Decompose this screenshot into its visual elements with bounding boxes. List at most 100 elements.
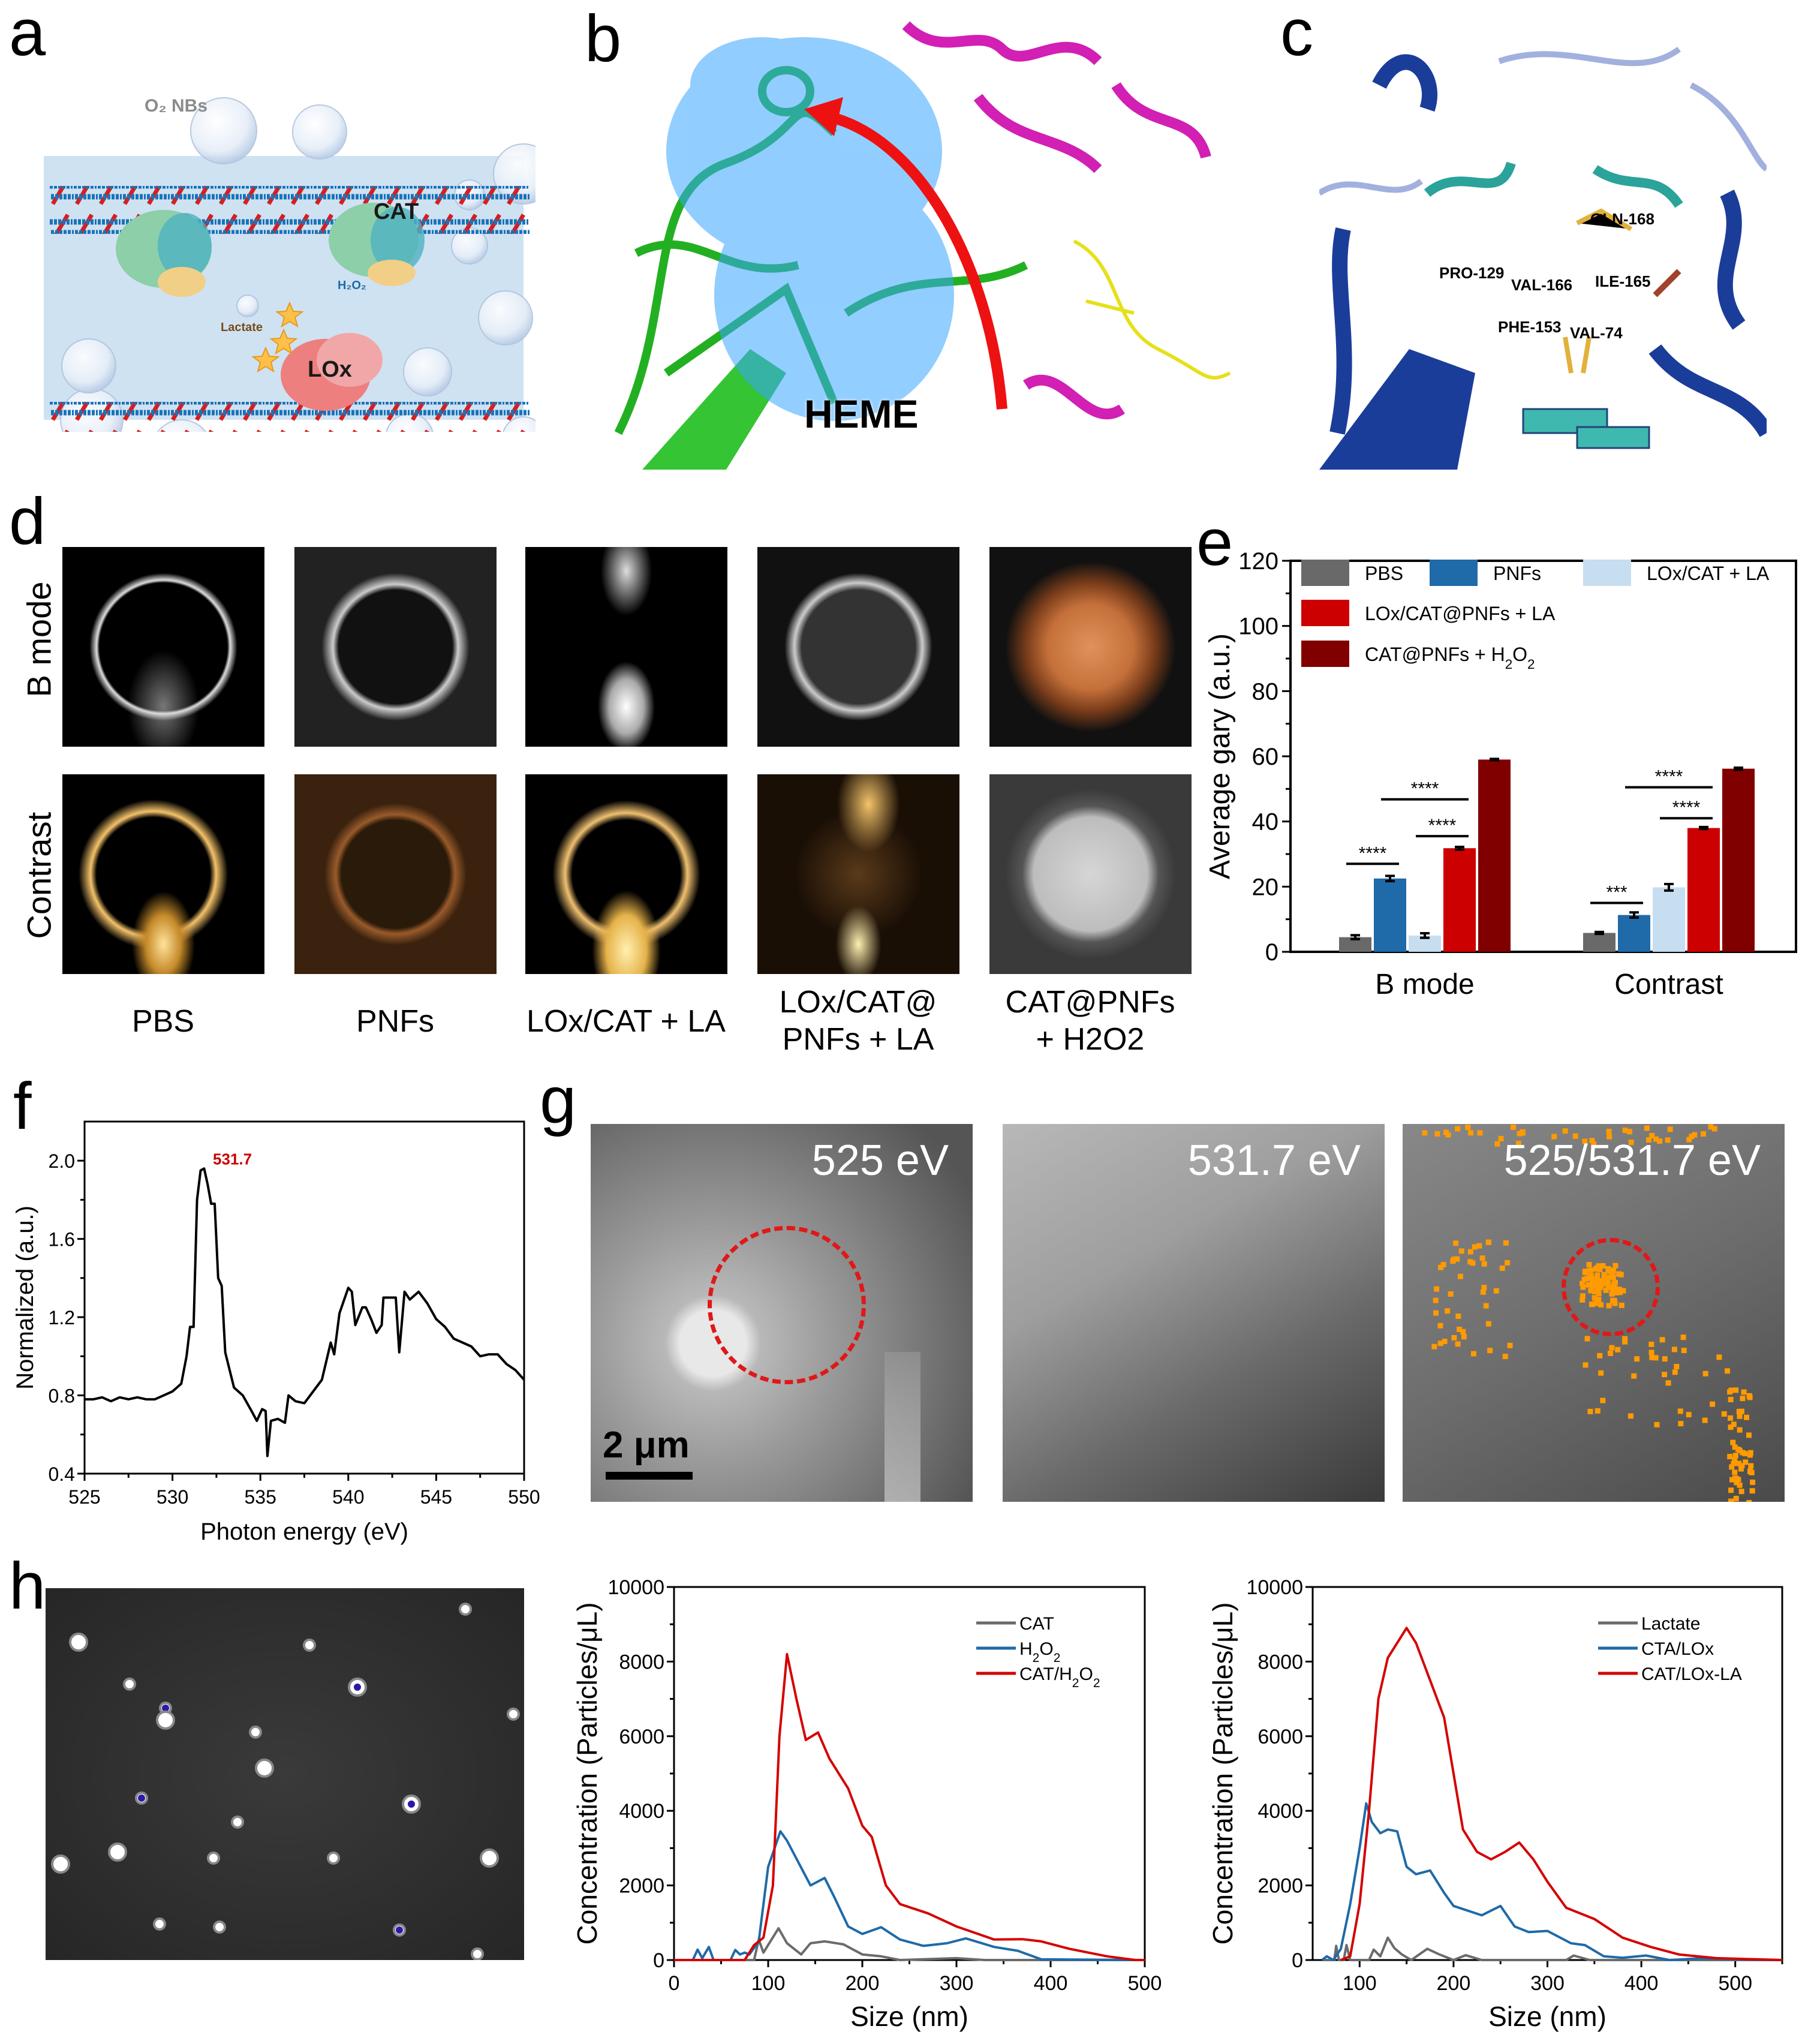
- line-chart-xas-spectrum: 525 530 535 540 545 550 0.4 0.8 1.2 1.6 2.0 Photon …: [12, 1120, 540, 1545]
- y-tick-label: 6000: [619, 1726, 664, 1748]
- panel-label-f: f: [13, 1069, 32, 1143]
- oxygen-signal-pixel: [1731, 1460, 1737, 1466]
- oxygen-signal-pixel: [1480, 1289, 1486, 1295]
- oxygen-signal-pixel: [1517, 1131, 1523, 1137]
- x-tick-label: 500: [1718, 1972, 1752, 1995]
- oxygen-signal-pixel: [1505, 1260, 1511, 1266]
- oxygen-signal-pixel: [1729, 1477, 1735, 1483]
- text-part: O: [1039, 1639, 1053, 1659]
- oxygen-signal-pixel: [1597, 1352, 1603, 1358]
- particle-dots: [51, 1603, 520, 1961]
- bar: [1687, 828, 1720, 952]
- heme-label: HEME: [804, 392, 919, 436]
- y-tick-label: 1.2: [49, 1307, 75, 1328]
- oxygen-signal-pixel: [1732, 1475, 1738, 1481]
- x-tick-label: 100: [1343, 1972, 1377, 1995]
- plot-frame: [83, 1120, 525, 1475]
- residue-label: PHE-153: [1498, 318, 1562, 336]
- oxygen-signal-pixel: [1733, 1496, 1739, 1502]
- significance-stars: ***: [1606, 883, 1627, 903]
- oxygen-signal-pixel: [1730, 1439, 1736, 1445]
- oxygen-signal-pixel: [1662, 1356, 1668, 1362]
- highlight-circle: [708, 1226, 866, 1384]
- oxygen-signal-pixel: [1458, 1248, 1464, 1254]
- legend-label: CAT/H2O2: [1019, 1664, 1100, 1690]
- oxygen-signal-pixel: [1499, 1265, 1505, 1271]
- oxygen-signal-pixel: [1422, 1130, 1428, 1136]
- bar: [1618, 915, 1650, 952]
- oxygen-signal-pixel: [1622, 1339, 1628, 1345]
- row-label-contrast: Contrast: [20, 811, 58, 939]
- oxygen-signal-pixel: [1455, 1126, 1461, 1132]
- oxygen-signal-pixel: [1448, 1291, 1454, 1297]
- plot-frame: [673, 1586, 1146, 1961]
- y-tick-label: 10000: [1246, 1576, 1303, 1599]
- oxygen-signal-pixel: [1737, 1482, 1743, 1488]
- energy-label: 525 eV: [811, 1137, 949, 1185]
- particle: [51, 1854, 70, 1874]
- legend-label: Lactate: [1641, 1614, 1700, 1634]
- oxygen-signal-pixel: [1702, 1370, 1708, 1376]
- series-line: [1321, 1802, 1783, 1961]
- y-tick-label: 1.6: [49, 1229, 75, 1251]
- oxygen-signal-pixel: [1434, 1286, 1440, 1292]
- oxygen-signal-pixel: [1431, 1343, 1437, 1349]
- oxygen-signal-pixel: [1738, 1408, 1744, 1414]
- schematic-illustration: O₂ NBs CAT H₂O₂ Lactate LOx: [26, 66, 554, 480]
- x-category-label: B mode: [1375, 969, 1474, 1000]
- binding-site-structure: GLN-168 PRO-129 VAL-166 ILE-165 PHE-153 …: [1319, 13, 1767, 470]
- oxygen-signal-pixel: [1741, 1389, 1747, 1395]
- particle: [303, 1639, 316, 1652]
- x-axis-label: Photon energy (eV): [200, 1519, 408, 1545]
- oxygen-signal-pixel: [1700, 1131, 1706, 1137]
- oxygen-signal-pixel: [1746, 1432, 1752, 1438]
- y-tick-label: 100: [1238, 614, 1278, 640]
- line-chart-size-distribution-cat: 0 100 200 300 400 500 0 2000 4000 6000 8000 10000 Si…: [571, 1576, 1162, 2032]
- oxygen-signal-pixel: [1434, 1131, 1440, 1137]
- oxygen-signal-pixel: [1716, 1354, 1722, 1360]
- oxygen-signal-pixel: [1734, 1480, 1740, 1486]
- oxygen-signal-pixel: [1654, 1421, 1660, 1427]
- significance-stars: ****: [1428, 816, 1457, 835]
- x-tick-label: 500: [1128, 1972, 1162, 1995]
- oxygen-signal-pixel: [1461, 1334, 1467, 1340]
- y-tick-label: 0: [1292, 1949, 1303, 1972]
- bar: [1583, 933, 1616, 952]
- text-part: H: [1019, 1639, 1033, 1659]
- oxygen-signal-pixel: [1595, 1408, 1601, 1414]
- row-label-b-mode: B mode: [20, 581, 58, 698]
- oxygen-signal-pixel: [1591, 1141, 1597, 1147]
- oxygen-signal-pixel: [1659, 1337, 1665, 1343]
- x-tick-label: 300: [940, 1972, 974, 1995]
- legend-label: CAT@PNFs + H2O2: [1365, 644, 1535, 672]
- oxygen-signal-pixel: [1437, 1322, 1443, 1328]
- oxygen-signal-pixel: [1665, 1380, 1671, 1386]
- oxygen-signal-pixel: [1677, 1408, 1683, 1414]
- heme-channel-structure: HEME: [606, 13, 1232, 470]
- oxygen-signal-pixel: [1494, 1141, 1500, 1147]
- oxygen-signal-pixel: [1634, 1356, 1640, 1362]
- oxygen-signal-pixel: [1667, 1126, 1673, 1132]
- oxygen-signal-pixel: [1460, 1328, 1466, 1334]
- oxygen-signal-pixel: [1520, 1129, 1526, 1135]
- oxygen-signal-pixel: [1727, 1389, 1733, 1395]
- panel-label-c: c: [1280, 0, 1313, 70]
- y-tick-label: 2.0: [49, 1150, 75, 1172]
- oxygen-signal-pixel: [1738, 1489, 1744, 1495]
- oxygen-signal-pixel: [1587, 1408, 1593, 1414]
- oxygen-signal-pixel: [1440, 1262, 1446, 1268]
- oxygen-signal-pixel: [1465, 1125, 1471, 1131]
- y-tick-label: 80: [1252, 678, 1279, 705]
- stxm-ratio-image: 525/531.7 eV: [1403, 1124, 1785, 1502]
- oxygen-signal-pixel: [1443, 1129, 1449, 1135]
- contrast-ultrasound-image: [525, 774, 727, 974]
- panel-label-h: h: [9, 1549, 46, 1623]
- lactate-oxidase-label: LOx: [308, 357, 352, 382]
- residue-label: VAL-74: [1570, 324, 1623, 342]
- oxygen-signal-pixel: [1644, 1125, 1650, 1131]
- oxygen-signal-pixel: [1736, 1460, 1742, 1466]
- oxygen-signal-pixel: [1498, 1135, 1504, 1141]
- oxygen-signal-pixel: [1631, 1373, 1637, 1379]
- tracked-particle-marker: [396, 1926, 403, 1934]
- legend-label: CTA/LOx: [1641, 1639, 1714, 1659]
